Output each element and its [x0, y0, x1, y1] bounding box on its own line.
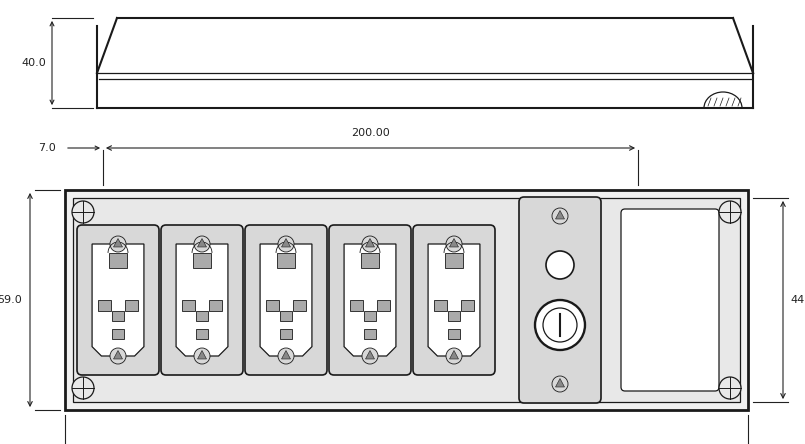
Polygon shape [365, 350, 374, 359]
Text: 40.0: 40.0 [22, 58, 47, 68]
Bar [448, 311, 460, 321]
Polygon shape [449, 238, 459, 247]
Bar [361, 253, 379, 268]
Bar [364, 311, 377, 321]
Polygon shape [114, 350, 122, 359]
Circle shape [278, 236, 294, 252]
Polygon shape [197, 238, 207, 247]
Polygon shape [114, 238, 122, 247]
Polygon shape [344, 244, 396, 356]
Circle shape [446, 348, 462, 364]
Bar [193, 253, 211, 268]
Bar [112, 329, 125, 339]
Circle shape [552, 376, 568, 392]
FancyBboxPatch shape [413, 225, 495, 375]
Polygon shape [282, 238, 291, 247]
FancyBboxPatch shape [621, 209, 719, 391]
Circle shape [535, 300, 585, 350]
Bar [435, 300, 448, 311]
Circle shape [362, 348, 378, 364]
FancyBboxPatch shape [329, 225, 411, 375]
FancyBboxPatch shape [519, 197, 601, 403]
Bar [350, 300, 363, 311]
Text: 200.00: 200.00 [351, 128, 390, 138]
Bar [112, 311, 125, 321]
Polygon shape [449, 350, 459, 359]
Circle shape [194, 348, 210, 364]
FancyBboxPatch shape [77, 225, 159, 375]
Circle shape [362, 236, 378, 252]
Text: 59.0: 59.0 [0, 295, 23, 305]
Bar [279, 311, 292, 321]
Circle shape [719, 201, 741, 223]
Polygon shape [197, 350, 207, 359]
FancyBboxPatch shape [245, 225, 327, 375]
Polygon shape [92, 244, 144, 356]
Bar [277, 253, 295, 268]
Bar [196, 311, 208, 321]
Circle shape [194, 236, 210, 252]
Bar [73, 198, 740, 402]
Circle shape [278, 348, 294, 364]
Polygon shape [365, 238, 374, 247]
Circle shape [546, 251, 574, 279]
Circle shape [719, 377, 741, 399]
Text: 44.0: 44.0 [791, 295, 805, 305]
Bar [196, 329, 208, 339]
Circle shape [72, 201, 94, 223]
Bar [208, 300, 221, 311]
Polygon shape [555, 378, 564, 387]
Bar [293, 300, 306, 311]
Circle shape [552, 208, 568, 224]
Circle shape [543, 308, 577, 342]
Bar [448, 329, 460, 339]
Bar [182, 300, 196, 311]
Circle shape [110, 236, 126, 252]
Polygon shape [282, 350, 291, 359]
Text: 7.0: 7.0 [38, 143, 56, 153]
Bar [460, 300, 473, 311]
Bar [445, 253, 463, 268]
Bar [98, 300, 111, 311]
Circle shape [446, 236, 462, 252]
Bar [109, 253, 127, 268]
Polygon shape [176, 244, 228, 356]
Bar [266, 300, 279, 311]
Bar [364, 329, 377, 339]
Bar [279, 329, 292, 339]
Polygon shape [260, 244, 312, 356]
Bar [125, 300, 138, 311]
Circle shape [110, 348, 126, 364]
Bar [377, 300, 390, 311]
FancyBboxPatch shape [161, 225, 243, 375]
Polygon shape [428, 244, 480, 356]
Bar [65, 190, 748, 410]
Polygon shape [555, 210, 564, 219]
Circle shape [72, 377, 94, 399]
